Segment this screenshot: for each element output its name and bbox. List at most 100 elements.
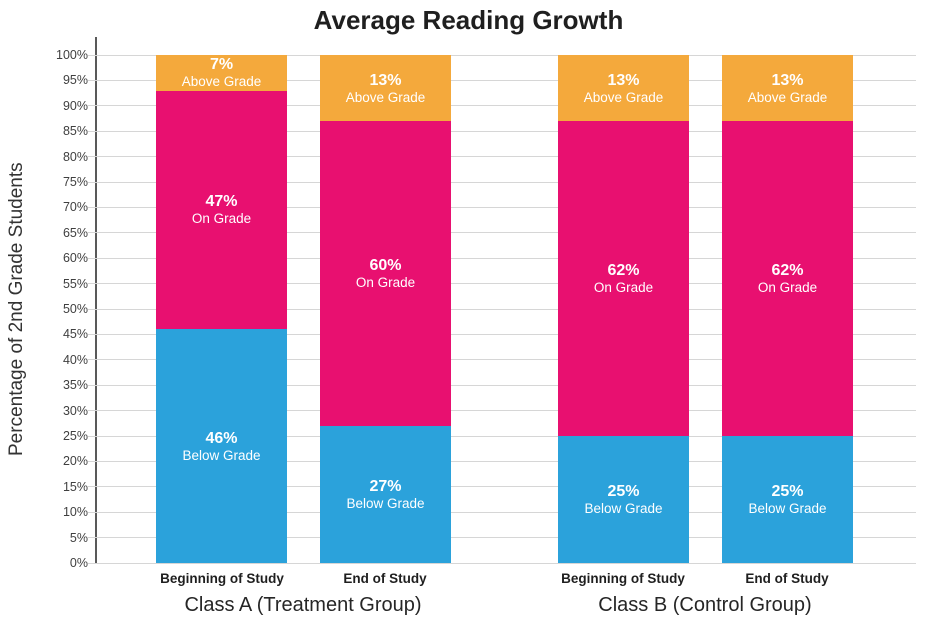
y-tick-label: 5%: [69, 530, 88, 545]
y-tick-mark: [88, 308, 97, 310]
y-tick-label: 10%: [62, 505, 88, 520]
category-label: Beginning of Study: [561, 571, 685, 586]
segment-series-label: On Grade: [191, 211, 252, 227]
y-tick-label: 75%: [62, 175, 88, 189]
segment-series-label: Above Grade: [181, 74, 262, 90]
y-tick-mark: [88, 359, 97, 361]
y-tick-label: 95%: [62, 73, 88, 88]
segment-series-label: On Grade: [355, 274, 416, 290]
group-label: Class A (Treatment Group): [184, 594, 422, 616]
bar-segment-on-grade: 62% On Grade: [722, 121, 853, 436]
y-tick-label: 15%: [62, 479, 88, 494]
segment-series-label: Above Grade: [583, 89, 664, 105]
y-tick-label: 85%: [62, 124, 88, 139]
gridline: [97, 486, 916, 488]
y-tick-label: 20%: [62, 454, 88, 469]
segment-percent-label: 13%: [771, 71, 804, 89]
y-tick-mark: [88, 105, 97, 107]
segment-percent-label: 25%: [607, 483, 640, 500]
bar-segment-above-grade: 13% Above Grade: [722, 55, 853, 122]
y-tick-mark: [88, 156, 97, 158]
gridline: [97, 308, 916, 310]
y-tick-mark: [88, 562, 97, 564]
segment-percent-label: 13%: [607, 71, 640, 89]
gridline: [97, 130, 916, 132]
segment-series-label: Below Grade: [182, 447, 261, 463]
y-tick-label: 100%: [56, 48, 88, 62]
gridline: [97, 257, 916, 259]
y-tick-mark: [88, 181, 97, 183]
y-tick-mark: [88, 537, 97, 539]
y-tick-mark: [88, 232, 97, 234]
bar-segment-on-grade: 62% On Grade: [558, 121, 689, 436]
gridline: [97, 410, 916, 412]
gridline: [97, 156, 916, 158]
y-tick-mark: [88, 511, 97, 513]
y-axis-ticks: 0% 5% 10% 15% 20% 25% 30% 35% 40% 45% 50% 55% 60% 65%…: [0, 48, 88, 570]
y-tick-mark: [88, 257, 97, 259]
segment-percent-label: 46%: [205, 429, 238, 447]
segment-percent-label: 62%: [607, 262, 640, 280]
segment-percent-label: 47%: [205, 193, 238, 211]
gridline: [97, 79, 916, 81]
segment-percent-label: 13%: [369, 71, 402, 89]
gridline: [97, 333, 916, 335]
segment-percent-label: 60%: [369, 256, 402, 274]
bar-segment-below-grade: 25% Below Grade: [722, 436, 853, 563]
gridline: [97, 206, 916, 208]
y-tick-label: 55%: [62, 276, 88, 291]
gridline: [97, 232, 916, 234]
bar-segment-above-grade: 7% Above Grade: [156, 55, 287, 91]
y-tick-label: 80%: [62, 149, 88, 164]
group-label: Class B (Control Group): [598, 594, 812, 616]
segment-series-label: Below Grade: [346, 495, 425, 511]
y-tick-label: 60%: [62, 251, 88, 266]
y-tick-mark: [88, 410, 97, 412]
segment-percent-label: 7%: [209, 56, 234, 74]
gridline: [97, 105, 916, 107]
segment-series-label: Above Grade: [747, 89, 828, 105]
gridline: [97, 54, 916, 56]
y-tick-label: 0%: [69, 556, 88, 570]
segment-series-label: Above Grade: [345, 89, 426, 105]
plot-area: 46% Below Grade 47% On Grade 7% Above Grade 27…: [88, 37, 916, 564]
segment-series-label: On Grade: [757, 280, 818, 296]
y-tick-mark: [88, 460, 97, 462]
bar-segment-on-grade: 47% On Grade: [156, 90, 287, 330]
segment-series-label: Below Grade: [584, 501, 663, 516]
bar-segment-below-grade: 46% Below Grade: [156, 329, 287, 563]
y-tick-label: 30%: [62, 403, 88, 418]
bar-segment-above-grade: 13% Above Grade: [558, 55, 689, 122]
bar-segment-below-grade: 27% Below Grade: [320, 425, 451, 563]
segment-series-label: Below Grade: [748, 501, 827, 516]
y-tick-mark: [88, 283, 97, 285]
y-tick-mark: [88, 130, 97, 132]
y-tick-label: 35%: [62, 378, 88, 393]
gridline: [97, 435, 916, 437]
y-tick-label: 70%: [62, 200, 88, 215]
gridline: [97, 384, 916, 386]
segment-percent-label: 25%: [771, 483, 804, 500]
y-tick-label: 90%: [62, 98, 88, 113]
segment-series-label: On Grade: [593, 280, 654, 296]
segment-percent-label: 62%: [771, 262, 804, 280]
y-tick-label: 65%: [62, 225, 88, 240]
bar-segment-below-grade: 25% Below Grade: [558, 436, 689, 563]
category-label: Beginning of Study: [160, 571, 284, 586]
y-tick-label: 25%: [62, 429, 88, 443]
y-tick-mark: [88, 54, 97, 56]
y-tick-label: 45%: [62, 327, 88, 342]
gridline: [97, 283, 916, 285]
gridline: [97, 562, 916, 564]
bar-segment-above-grade: 13% Above Grade: [320, 55, 451, 122]
chart-title: Average Reading Growth: [313, 5, 624, 35]
y-tick-mark: [88, 486, 97, 488]
y-tick-mark: [88, 206, 97, 208]
category-label: End of Study: [745, 571, 829, 586]
y-tick-mark: [88, 384, 97, 386]
category-label: End of Study: [343, 571, 427, 586]
gridline: [97, 460, 916, 462]
y-tick-mark: [88, 435, 97, 437]
y-tick-mark: [88, 333, 97, 335]
